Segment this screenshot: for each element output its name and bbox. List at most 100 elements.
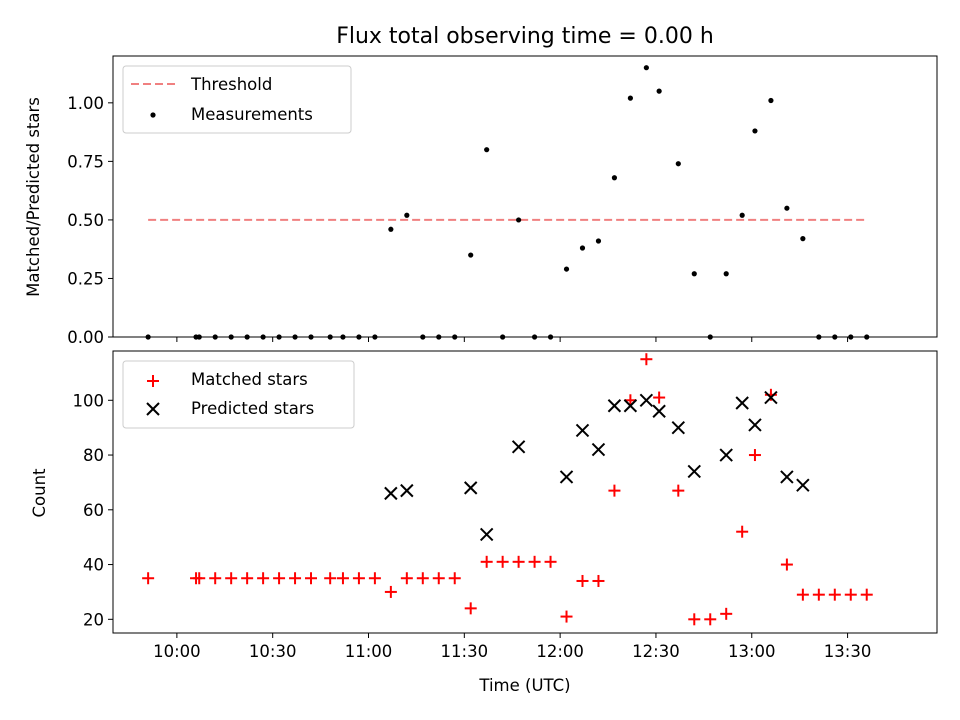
- x-tick-label: 10:30: [249, 642, 297, 661]
- matched-stars-point: [860, 588, 873, 601]
- x-tick-label: 12:30: [632, 642, 680, 661]
- measurement-point: [595, 238, 602, 244]
- measurement-point: [739, 212, 745, 218]
- matched-stars-point: [336, 572, 349, 585]
- matched-stars-point: [448, 572, 461, 585]
- ratio-y-tick-label: 0.00: [67, 328, 104, 347]
- ratio-y-tick-label: 0.50: [67, 211, 104, 230]
- matched-stars-point: [653, 391, 666, 404]
- matched-stars-point: [844, 588, 857, 601]
- matched-stars-point: [193, 572, 206, 585]
- predicted-stars-point: [639, 393, 654, 407]
- count-y-tick-label: 100: [73, 391, 105, 410]
- count-y-axis-label: Count: [30, 468, 49, 518]
- predicted-stars-point: [575, 423, 590, 438]
- matched-stars-point: [560, 610, 573, 623]
- matched-stars-point: [624, 394, 637, 407]
- matched-stars-legend-swatch: [147, 375, 159, 387]
- predicted-stars-point: [652, 404, 666, 418]
- measurement-point: [691, 271, 697, 277]
- measurement-point: [800, 236, 806, 242]
- measurement-point: [611, 175, 618, 181]
- ratio-y-ticks: 0.00 0.25 0.50 0.75 1.00: [67, 94, 113, 347]
- x-tick-label: 13:00: [728, 642, 776, 661]
- measurement-point: [627, 95, 633, 101]
- measurement-point: [723, 271, 729, 277]
- matched-stars-point: [384, 585, 397, 598]
- count-y-tick-label: 80: [83, 446, 104, 465]
- predicted-stars-point: [384, 486, 398, 501]
- count-x-ticks: 10:00 10:30 11:00 11:30 12:00 12:30 13:00 13:30: [153, 633, 871, 661]
- ratio-y-axis-label: Matched/Predicted stars: [24, 97, 43, 297]
- matched-stars-point: [720, 607, 733, 620]
- predicted-stars-point: [764, 390, 778, 405]
- count-axes-frame: [112, 350, 938, 634]
- predicted-stars-point: [623, 399, 638, 413]
- matched-stars-point: [796, 588, 809, 601]
- predicted-stars-point: [671, 420, 686, 435]
- predicted-stars-point: [463, 481, 478, 495]
- matched-stars-point: [273, 572, 286, 585]
- measurement-point: [784, 205, 790, 211]
- predicted-stars-point: [559, 470, 574, 484]
- chart-title: Flux total observing time = 0.00 h: [336, 24, 714, 49]
- measurement-point: [675, 161, 681, 167]
- matched-stars-point: [544, 555, 557, 568]
- predicted-stars-point: [719, 448, 733, 462]
- predicted-stars-point: [511, 440, 526, 454]
- matched-stars-point: [209, 572, 222, 585]
- matched-stars-point: [592, 574, 605, 587]
- matched-stars-point: [704, 613, 717, 626]
- measurement-point: [468, 252, 474, 258]
- count-legend: Matched stars Predicted stars: [122, 360, 355, 429]
- predicted-stars-legend-label: Predicted stars: [191, 399, 314, 418]
- matched-stars-point: [368, 572, 381, 585]
- matched-stars-point: [528, 555, 541, 568]
- ratio-x-ticks: [176, 337, 849, 342]
- count-y-tick-label: 20: [83, 610, 104, 629]
- count-y-tick-label: 60: [83, 501, 104, 520]
- measurement-point: [579, 245, 586, 251]
- predicted-stars-point: [479, 527, 494, 542]
- ratio-panel: 0.00 0.25 0.50 0.75 1.00 Matched/Predicted s…: [24, 55, 938, 347]
- measurement-point: [388, 226, 394, 232]
- x-tick-label: 13:30: [824, 642, 872, 661]
- measurements-legend-swatch: [150, 112, 156, 118]
- matched-stars-point: [432, 572, 445, 585]
- predicted-stars-point: [400, 483, 414, 498]
- ratio-y-tick-label: 0.75: [67, 152, 104, 171]
- matched-stars-point: [748, 449, 761, 462]
- matched-stars-point: [464, 602, 477, 615]
- count-panel: 20 40 60 80 100 10:00 10:30 11:00 11:30 12:00 12:…: [30, 350, 938, 695]
- matched-stars-point: [736, 525, 749, 538]
- threshold-legend-label: Threshold: [190, 75, 272, 94]
- matched-stars-point: [608, 484, 621, 497]
- matched-stars-point: [305, 572, 318, 585]
- predicted-stars-point: [796, 478, 810, 492]
- matched-stars-point: [225, 572, 238, 585]
- matched-stars-point: [257, 572, 270, 585]
- predicted-stars-legend-swatch: [146, 402, 160, 416]
- measurements-legend-label: Measurements: [191, 105, 313, 124]
- count-y-ticks: 20 40 60 80 100: [73, 391, 113, 629]
- matched-stars-point: [828, 588, 841, 601]
- ratio-y-tick-label: 1.00: [67, 94, 104, 113]
- predicted-stars-point: [735, 396, 749, 410]
- matched-stars-point: [640, 353, 653, 366]
- matched-stars-point: [352, 572, 365, 585]
- matched-stars-point: [672, 484, 685, 497]
- measurement-point: [516, 217, 522, 223]
- count-y-tick-label: 40: [83, 556, 104, 575]
- matched-stars-point: [416, 572, 429, 585]
- matched-stars-point: [324, 572, 337, 585]
- measurement-point: [768, 97, 774, 104]
- ratio-y-tick-label: 0.25: [67, 269, 104, 288]
- predicted-stars-point: [780, 470, 794, 484]
- ratio-axes-frame: [112, 55, 938, 338]
- matched-stars-legend-label: Matched stars: [191, 370, 308, 389]
- matched-stars-point: [480, 555, 493, 568]
- predicted-stars-point: [591, 442, 606, 457]
- count-legend-box: [122, 360, 355, 429]
- matched-stars-point: [576, 574, 589, 587]
